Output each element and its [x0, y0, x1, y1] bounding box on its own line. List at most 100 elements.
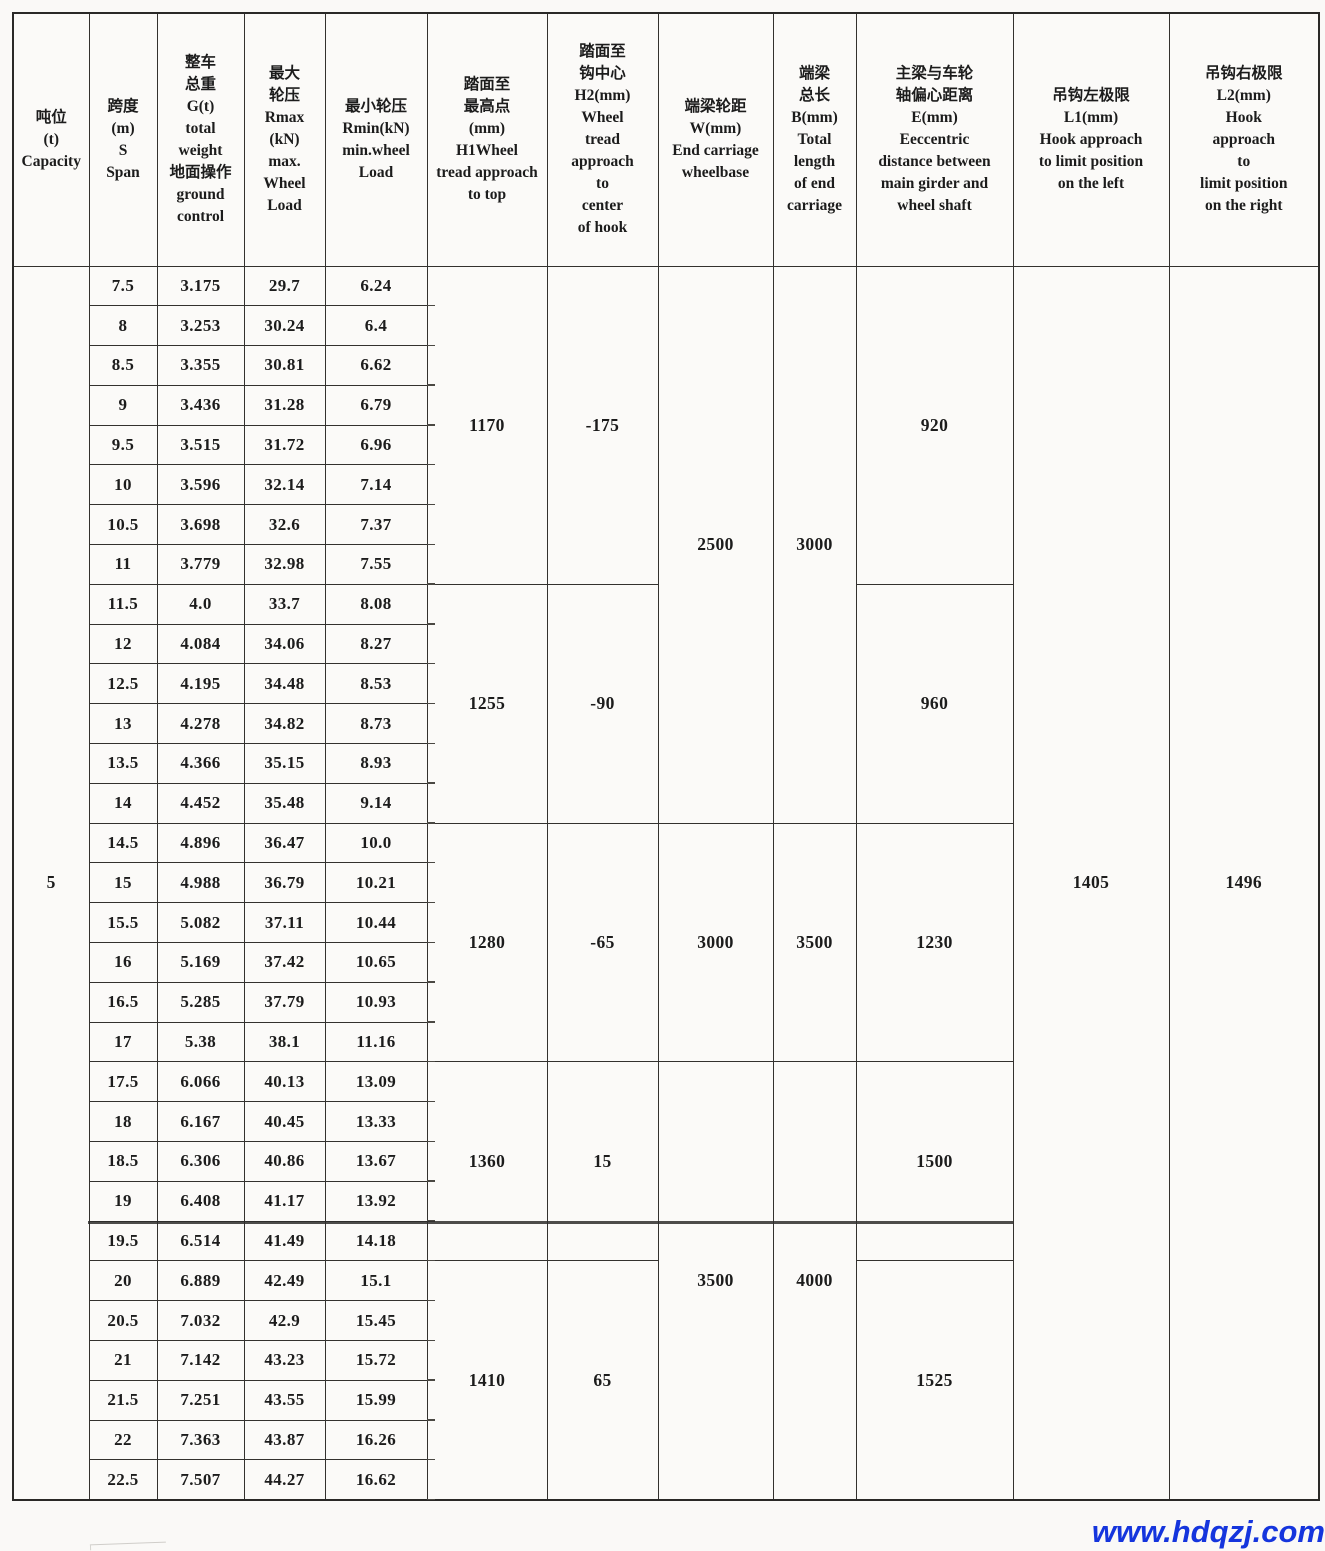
column-header-rmin: 最小轮压 Rmin(kN) min.wheel Load — [324, 12, 428, 267]
column-header-l1: 吊钩左极限 L1(mm) Hook approach to limit posi… — [1012, 12, 1170, 267]
span-cell: 21.5 — [88, 1379, 158, 1421]
max-wheel-load-cell: 37.42 — [243, 942, 326, 983]
table-row: 14.5 4.896 36.47 10.0 1280 -65 3000 3500 1230 — [13, 822, 1319, 1063]
max-wheel-load-cell: 32.14 — [243, 464, 326, 506]
span-cell: 16.5 — [88, 981, 158, 1023]
total-weight-cell: 3.515 — [156, 424, 245, 466]
min-wheel-load-cell: 10.44 — [324, 902, 435, 944]
min-wheel-load-cell: 6.62 — [324, 345, 435, 387]
hook-limit-right-cell: 1496 — [1168, 265, 1320, 1501]
total-weight-cell: 3.596 — [156, 464, 245, 506]
table-row: 13.5 4.366 35.15 8.93 — [13, 743, 1319, 785]
total-weight-cell: 6.408 — [156, 1180, 245, 1222]
min-wheel-load-cell: 16.62 — [324, 1459, 435, 1501]
max-wheel-load-cell: 34.82 — [243, 703, 326, 745]
column-header-h1: 踏面至 最高点 (mm) H1Wheel tread approach to t… — [426, 12, 548, 267]
total-weight-cell: 5.285 — [156, 981, 245, 1023]
span-cell: 9.5 — [88, 424, 158, 466]
column-header-e: 主梁与车轮 轴偏心距离 E(mm) Eeccentric distance be… — [855, 12, 1014, 267]
end-carriage-length-cell: 3500 — [772, 822, 857, 1063]
table-row: 8 3.253 30.24 6.4 — [13, 305, 1319, 347]
total-weight-cell: 3.436 — [156, 384, 245, 426]
min-wheel-load-cell: 6.96 — [324, 424, 435, 466]
h2-cell: -90 — [546, 583, 659, 824]
total-weight-cell: 7.142 — [156, 1340, 245, 1381]
column-header-h2: 踏面至 钩中心 H2(mm) Wheel tread approach to c… — [546, 12, 659, 267]
total-weight-cell: 6.889 — [156, 1260, 245, 1302]
span-cell: 20 — [88, 1260, 158, 1302]
min-wheel-load-cell: 7.14 — [324, 464, 435, 506]
h1-cell: 1255 — [426, 583, 548, 824]
max-wheel-load-cell: 40.13 — [243, 1061, 326, 1103]
span-cell: 15 — [88, 862, 158, 904]
span-cell: 8.5 — [88, 345, 158, 386]
h1-cell: 1170 — [426, 265, 548, 585]
total-weight-cell: 4.0 — [156, 583, 245, 625]
capacity-cell: 5 — [12, 265, 90, 1501]
min-wheel-load-cell: 8.73 — [324, 703, 435, 745]
span-cell: 12.5 — [88, 663, 158, 705]
faint-pencil-mark — [89, 1541, 167, 1551]
span-cell: 8 — [88, 305, 158, 347]
end-carriage-length-cell: 4000 — [772, 1061, 857, 1501]
min-wheel-load-cell: 6.79 — [324, 384, 435, 426]
span-cell: 7.5 — [88, 265, 158, 307]
span-cell: 13 — [88, 703, 158, 745]
h1-cell: 1410 — [426, 1260, 548, 1501]
max-wheel-load-cell: 40.45 — [243, 1101, 326, 1143]
h2-cell: -175 — [546, 265, 659, 585]
table-row: 17 5.38 38.1 11.16 — [13, 1021, 1319, 1063]
eccentric-distance-cell: 1500 — [855, 1061, 1014, 1262]
table-row: 22.5 7.507 44.27 16.62 — [13, 1459, 1319, 1501]
table-row: 17.5 6.066 40.13 13.09 1360 15 3500 4000 1500 — [13, 1061, 1319, 1501]
span-cell: 11.5 — [88, 583, 158, 625]
table-row: 18.5 6.306 40.86 13.67 — [13, 1141, 1319, 1183]
total-weight-cell: 3.779 — [156, 544, 245, 585]
total-weight-cell: 7.363 — [156, 1419, 245, 1461]
column-header-rmax: 最大 轮压 Rmax (kN) max. Wheel Load — [243, 12, 326, 267]
max-wheel-load-cell: 32.6 — [243, 504, 326, 546]
span-cell: 14 — [88, 782, 158, 824]
span-cell: 17 — [88, 1021, 158, 1063]
span-cell: 15.5 — [88, 902, 158, 944]
total-weight-cell: 4.366 — [156, 743, 245, 784]
max-wheel-load-cell: 43.87 — [243, 1419, 326, 1461]
hook-limit-left-cell: 1405 — [1012, 265, 1170, 1501]
min-wheel-load-cell: 14.18 — [324, 1220, 435, 1262]
min-wheel-load-cell: 7.37 — [324, 504, 435, 546]
min-wheel-load-cell: 10.93 — [324, 981, 435, 1023]
h1-cell: 1280 — [426, 822, 548, 1063]
span-cell: 22 — [88, 1419, 158, 1461]
column-header-l2: 吊钩右极限 L2(mm) Hook approach to limit posi… — [1168, 12, 1320, 267]
span-cell: 20.5 — [88, 1300, 158, 1342]
min-wheel-load-cell: 13.09 — [324, 1061, 435, 1103]
scan-fold-line — [88, 1221, 1013, 1224]
max-wheel-load-cell: 30.81 — [243, 345, 326, 386]
max-wheel-load-cell: 35.48 — [243, 782, 326, 824]
max-wheel-load-cell: 36.79 — [243, 862, 326, 904]
min-wheel-load-cell: 15.45 — [324, 1300, 435, 1342]
wheelbase-cell: 3500 — [657, 1061, 774, 1501]
span-cell: 18.5 — [88, 1141, 158, 1182]
min-wheel-load-cell: 10.65 — [324, 942, 435, 984]
max-wheel-load-cell: 44.27 — [243, 1459, 326, 1501]
min-wheel-load-cell: 8.53 — [324, 663, 435, 705]
table-row: 11 3.779 32.98 7.55 — [13, 544, 1319, 586]
h2-cell: -65 — [546, 822, 659, 1063]
total-weight-cell: 4.896 — [156, 822, 245, 864]
total-weight-cell: 7.251 — [156, 1379, 245, 1421]
min-wheel-load-cell: 16.26 — [324, 1419, 435, 1461]
eccentric-distance-cell: 1230 — [855, 822, 1014, 1063]
min-wheel-load-cell: 13.92 — [324, 1180, 435, 1222]
max-wheel-load-cell: 31.72 — [243, 424, 326, 466]
max-wheel-load-cell: 37.79 — [243, 981, 326, 1023]
total-weight-cell: 3.698 — [156, 504, 245, 546]
total-weight-cell: 7.032 — [156, 1300, 245, 1342]
table-row: 21.5 7.251 43.55 15.99 — [13, 1379, 1319, 1421]
total-weight-cell: 6.306 — [156, 1141, 245, 1182]
eccentric-distance-cell: 920 — [855, 265, 1014, 585]
table-row: 19 6.408 41.17 13.92 — [13, 1180, 1319, 1222]
min-wheel-load-cell: 8.27 — [324, 623, 435, 665]
span-cell: 16 — [88, 942, 158, 983]
max-wheel-load-cell: 38.1 — [243, 1021, 326, 1063]
